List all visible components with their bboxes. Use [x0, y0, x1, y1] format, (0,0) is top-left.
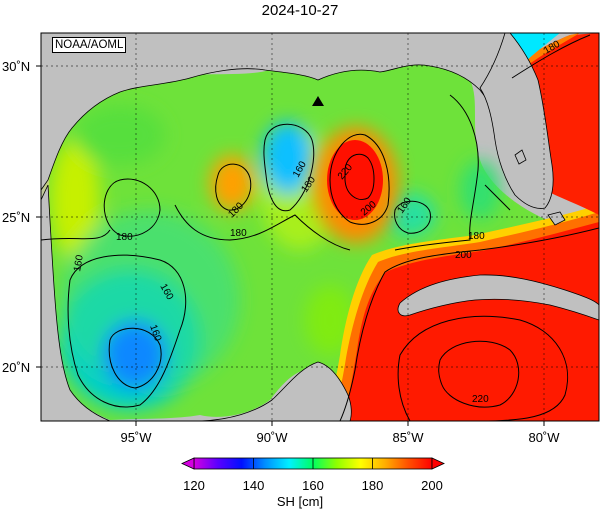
- contour-label: 160: [72, 254, 86, 273]
- southwest-warm: [305, 285, 355, 355]
- us-gulf-coast: [41, 33, 506, 191]
- yellow-blob-west: [50, 140, 100, 260]
- station-marker-triangle: [312, 96, 324, 106]
- lat-axis: 30˚N 25˚N 20˚N: [2, 59, 41, 375]
- lon-tick-label: 95˚W: [120, 430, 152, 445]
- land-masses: [41, 33, 599, 421]
- contour-low-south-160: [67, 254, 187, 408]
- loop-current-orange-band: [328, 212, 599, 421]
- yucatan-peninsula: [199, 361, 352, 421]
- lat-tick-label: 30˚N: [2, 59, 30, 74]
- contour-east-160: [394, 200, 431, 234]
- contour-low-south-140: [108, 327, 162, 389]
- contour-loop-200: [339, 227, 599, 421]
- map-title: 2024-10-27: [261, 2, 339, 19]
- lon-tick-label: 85˚W: [392, 430, 424, 445]
- contour-warm-eddy-200: [329, 133, 390, 225]
- colorbar-tick-label: 140: [243, 478, 265, 493]
- contour-cyan-eddy: [263, 123, 315, 212]
- contour-label: 220: [472, 394, 489, 405]
- lon-axis: 95˚W 90˚W 85˚W 80˚W: [120, 421, 560, 445]
- contour-ne-180: [394, 94, 479, 251]
- contour-orange-eddy: [215, 163, 252, 211]
- lon-tick-label: 90˚W: [256, 430, 288, 445]
- keys-island: [514, 149, 527, 165]
- colorbar-tick-label: 160: [302, 478, 324, 493]
- orange-eddy-west: [210, 155, 254, 211]
- colorbar-ticks: [253, 458, 373, 469]
- green-blob-nw: [75, 105, 165, 165]
- lon-tick-label: 80˚W: [528, 430, 560, 445]
- contour-label: 180: [230, 228, 247, 239]
- blue-low-south: [103, 321, 167, 389]
- contour-south-200: [397, 315, 569, 421]
- colorbar-label: SH [cm]: [276, 494, 324, 509]
- contour-east-coast-160: [484, 184, 511, 211]
- contour-warm-eddy-220: [344, 153, 375, 200]
- contour-mid-180: [41, 204, 351, 251]
- lat-tick-label: 20˚N: [2, 360, 30, 375]
- mexico-west-coast: [41, 184, 111, 421]
- contour-west-180: [103, 178, 161, 237]
- colorbar-tick-label: 200: [421, 478, 443, 493]
- colorbar-tick-label: 180: [362, 478, 384, 493]
- cuba: [397, 274, 599, 321]
- contour-south-220: [438, 340, 520, 408]
- contour-label: 180: [116, 232, 133, 243]
- florida-peninsula: [479, 33, 554, 209]
- colorbar-min-arrow: [181, 457, 195, 470]
- contour-lines: [41, 34, 599, 421]
- contour-atlantic-180: [511, 34, 591, 79]
- credit-box: NOAA/AOML: [52, 37, 127, 53]
- ne-coastal-green: [460, 160, 500, 220]
- graticule: [41, 33, 599, 421]
- colorbar: 120 140 160 180 200: [181, 457, 445, 493]
- lat-tick-label: 25˚N: [2, 210, 30, 225]
- map-frame: [40, 32, 600, 422]
- cyan-eddy-central: [262, 122, 314, 194]
- bahamas-island: [547, 211, 566, 226]
- colorbar-tick-label: 120: [183, 478, 205, 493]
- contour-label: 200: [455, 250, 472, 261]
- contour-label: 180: [468, 231, 485, 242]
- colorbar-max-arrow: [431, 457, 445, 470]
